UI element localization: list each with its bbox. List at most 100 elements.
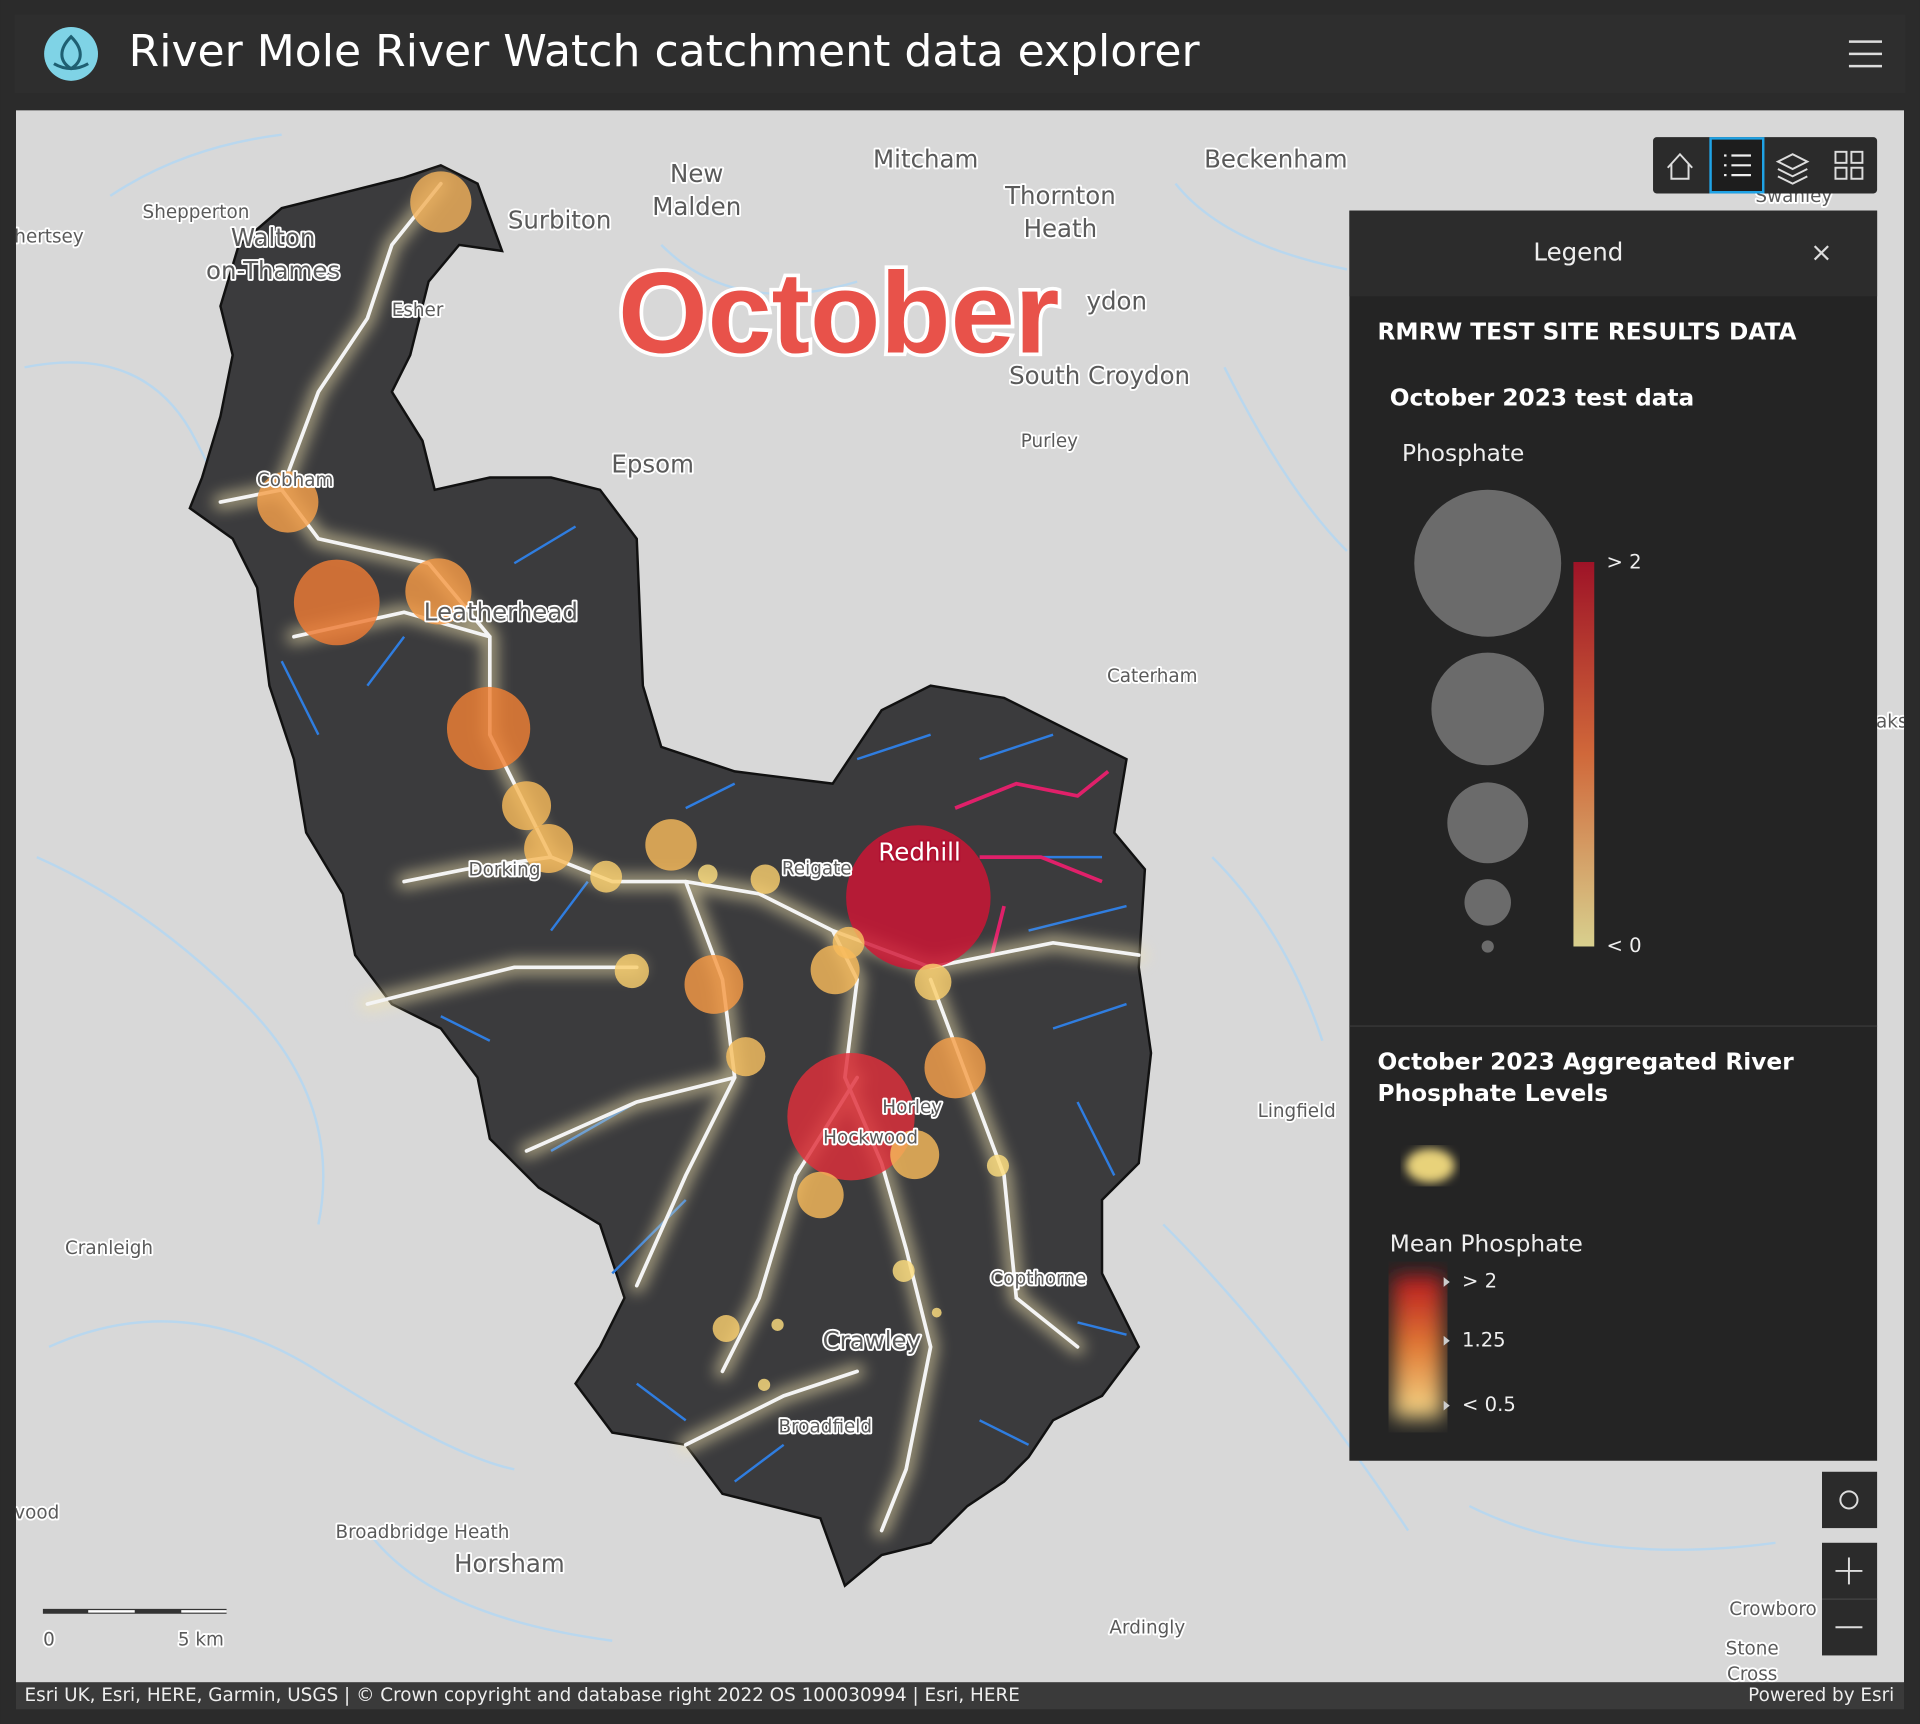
place-label: Thornton: [1004, 181, 1116, 210]
test-site: [810, 945, 860, 995]
agg-title-line1: October 2023 Aggregated River: [1378, 1048, 1795, 1075]
test-site: [405, 558, 472, 625]
test-site: [787, 1053, 915, 1181]
test-site: [410, 171, 472, 233]
zoom-in[interactable]: [1835, 1557, 1863, 1585]
scale-label: 0: [43, 1630, 55, 1651]
place-label: Cross: [1727, 1664, 1777, 1685]
agg-field-title: Mean Phosphate: [1390, 1231, 1583, 1258]
place-label: Dorking: [469, 860, 541, 881]
legend-panel: Legend RMRW TEST SITE RESULTS DATA Octob…: [1349, 210, 1878, 1461]
heat-tick: [1443, 1277, 1450, 1287]
place-label: Reigate: [782, 858, 852, 879]
test-site: [446, 686, 531, 771]
toolbar-bg: [1653, 137, 1878, 194]
heat-tick: [1443, 1400, 1450, 1411]
place-label: on-Thames: [206, 256, 340, 285]
place-label: Broadfield: [779, 1417, 873, 1438]
place-label: South Croydon: [1009, 361, 1190, 390]
app-logo: [44, 26, 98, 81]
place-label: Surbiton: [508, 206, 612, 235]
place-label: aks: [1876, 711, 1907, 732]
header-bar: [14, 14, 1906, 94]
place-label: Shepperton: [143, 202, 250, 223]
place-label: vood: [14, 1502, 59, 1523]
ramp-low-label: < 0: [1607, 934, 1642, 957]
attribution-bar: [15, 1682, 1905, 1710]
test-site: [757, 1378, 771, 1391]
place-label: Cranleigh: [65, 1238, 153, 1259]
heat-ramp: [1393, 1275, 1443, 1418]
place-label: Horsham: [454, 1549, 565, 1578]
scale-bar: 0 5 km: [41, 1608, 227, 1653]
test-site: [797, 1171, 844, 1219]
place-label: Epsom: [611, 449, 694, 478]
background-streams: [24, 133, 1776, 1642]
place-label: Mitcham: [873, 144, 978, 173]
test-site: [914, 963, 952, 1001]
test-site: [293, 559, 380, 646]
test-site: [524, 824, 574, 874]
test-site: [726, 1037, 766, 1077]
place-label: Cobham: [257, 470, 333, 491]
home-button[interactable]: [1666, 152, 1693, 180]
legend-header: [1349, 210, 1878, 297]
legend-close[interactable]: [1813, 245, 1829, 261]
menu-button[interactable]: [1848, 40, 1882, 68]
agg-title-line2: Phosphate Levels: [1378, 1080, 1609, 1107]
heat-label: < 0.5: [1462, 1393, 1516, 1416]
ramp-high-label: > 2: [1607, 551, 1642, 574]
test-site: [684, 955, 744, 1014]
test-site: [502, 781, 552, 831]
test-site: [257, 471, 319, 533]
place-label: Walton: [231, 223, 316, 252]
place-label: Beckenham: [1204, 144, 1348, 173]
locate-button[interactable]: [1822, 1471, 1878, 1529]
layers-button[interactable]: [1775, 153, 1810, 185]
test-site: [771, 1318, 784, 1331]
toolbar: [1653, 137, 1878, 194]
scale-label: 5 km: [178, 1630, 224, 1651]
test-site: [924, 1037, 986, 1099]
place-label: ydon: [1086, 286, 1147, 315]
test-site: [931, 1307, 942, 1318]
place-label: hertsey: [14, 227, 84, 248]
app-title: River Mole River Watch catchment data ex…: [129, 26, 1201, 77]
place-label: Horley: [882, 1097, 942, 1118]
test-site: [590, 860, 623, 893]
place-label: Lingfield: [1258, 1101, 1336, 1122]
place-label: Purley: [1021, 431, 1078, 452]
logo-glyph: [53, 34, 89, 71]
test-site: [846, 825, 991, 970]
sublayer-title: October 2023 test data: [1390, 385, 1694, 412]
heat-tick: [1443, 1335, 1450, 1346]
heat-labels: > 2 1.25 < 0.5: [1443, 1269, 1516, 1416]
test-sites: [257, 171, 1009, 1391]
place-label: Malden: [652, 192, 741, 221]
test-site: [697, 864, 718, 885]
legend-title: Legend: [1533, 237, 1623, 266]
place-label: Hockwood: [823, 1128, 918, 1149]
map-controls: [1821, 1471, 1878, 1656]
color-ramp: [1573, 562, 1595, 947]
place-label: Caterham: [1107, 666, 1198, 687]
agg-symbol: [1405, 1148, 1455, 1183]
locate-icon: [1839, 1490, 1859, 1510]
basemap-button[interactable]: [1834, 150, 1864, 180]
place-label: Heath: [1024, 214, 1098, 243]
place-label: Crowboro: [1729, 1599, 1816, 1620]
powered-by: Powered by Esri: [1748, 1685, 1894, 1706]
heat-label: > 2: [1462, 1269, 1497, 1292]
place-label: Crawley: [823, 1326, 921, 1355]
month-overlay: October: [618, 249, 1059, 377]
place-label: Leatherhead: [424, 597, 578, 626]
legend-bg: [1349, 210, 1878, 1461]
test-site: [890, 1130, 940, 1180]
size-symbols: [1414, 489, 1562, 953]
place-label: Broadbridge Heath: [336, 1522, 510, 1543]
place-label: New: [670, 159, 723, 188]
place-label: Stone: [1726, 1638, 1779, 1659]
test-site: [645, 819, 697, 871]
test-site: [614, 953, 649, 989]
